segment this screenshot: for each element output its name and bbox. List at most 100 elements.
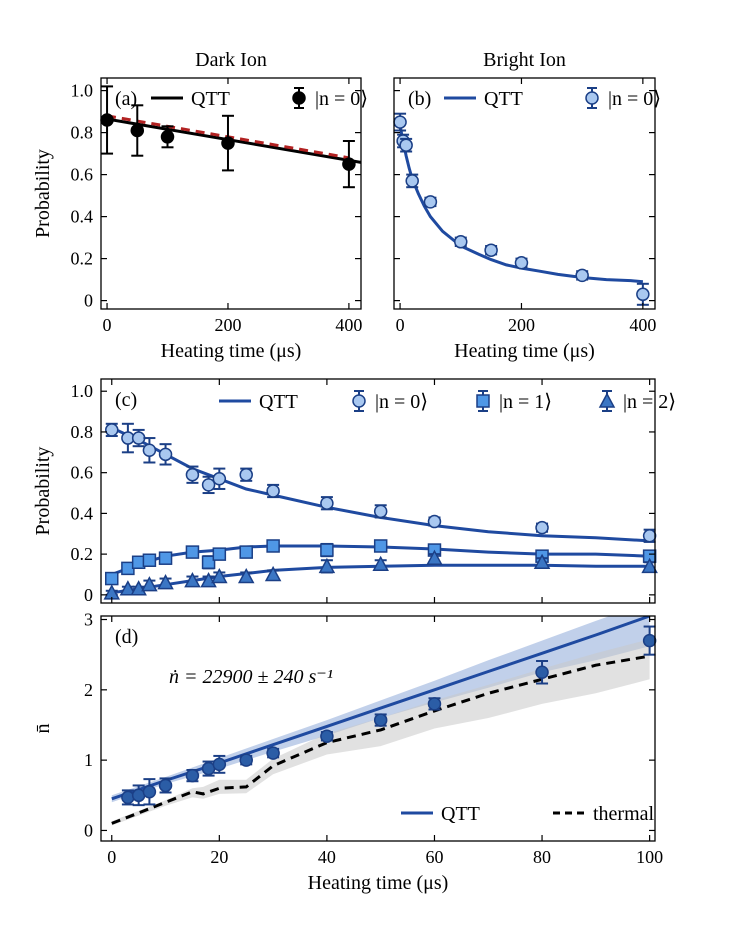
- legend-marker: [476, 394, 490, 408]
- data-point: [264, 565, 282, 582]
- y-tick-label: 0.6: [71, 165, 94, 185]
- axes-frame: [393, 77, 656, 310]
- data-point: [239, 545, 253, 559]
- y-tick-label: 2: [84, 680, 93, 700]
- legend-marker: [352, 394, 366, 408]
- y-tick-label: 0.4: [71, 207, 94, 227]
- data-point: [373, 504, 388, 519]
- data-point: [427, 514, 442, 529]
- legend-entry-label: QTT: [259, 391, 298, 413]
- x-tick-label: 400: [629, 315, 656, 335]
- legend-entry-label: QTT: [484, 88, 523, 110]
- data-point: [158, 778, 173, 793]
- legend-entry-label: thermal: [593, 803, 655, 825]
- data-point: [105, 423, 119, 437]
- data-point: [266, 539, 280, 553]
- x-tick-label: 100: [636, 847, 663, 867]
- data-point: [454, 235, 468, 249]
- x-tick-label: 200: [508, 315, 535, 335]
- data-point: [320, 543, 334, 557]
- y-tick-label: 0: [84, 820, 93, 840]
- panel-label: (b): [408, 88, 431, 110]
- y-tick-label: 1.0: [71, 81, 94, 101]
- data-point: [184, 572, 201, 588]
- data-point: [157, 574, 174, 590]
- dashed-line-1: [111, 654, 650, 825]
- panel-c-fock-populations: 0 0.2 0.4 0.6 0.8 1.0 Probability (c) QTT |n = 0⟩…: [32, 378, 676, 605]
- x-tick-label: 0: [396, 315, 405, 335]
- y-tick-label: 0.6: [71, 463, 94, 483]
- data-point: [201, 478, 216, 492]
- legend-entry-label: QTT: [191, 88, 230, 110]
- data-point: [119, 580, 137, 596]
- legend-entry-label: |n = 0⟩: [315, 88, 368, 110]
- curve-line-0: [111, 616, 651, 801]
- legend-entry-label: |n = 2⟩: [623, 391, 676, 413]
- axes-frame: [100, 378, 656, 604]
- x-tick-label: 400: [335, 315, 362, 335]
- data-point: [212, 472, 227, 486]
- legend-entry-label: |n = 0⟩: [608, 88, 661, 110]
- data-point: [642, 529, 657, 543]
- data-point: [266, 484, 280, 498]
- panel-label: (d): [115, 626, 138, 648]
- x-tick-label: 20: [210, 847, 228, 867]
- data-point: [130, 123, 145, 138]
- data-point: [201, 555, 216, 570]
- data-point: [575, 268, 589, 283]
- y-axis-label: Probability: [32, 447, 54, 536]
- legend-marker: [585, 91, 599, 105]
- data-point: [405, 174, 419, 188]
- x-axis-label: Heating time (μs): [454, 340, 595, 362]
- y-tick-label: 0.2: [71, 249, 94, 269]
- data-point: [158, 447, 173, 462]
- x-tick-label: 200: [214, 315, 241, 335]
- panel-a-dark-ion: 0 200 400 0 0.2 0.4 0.6 0.8 1.0 Dark Ion Heating t…: [32, 49, 368, 362]
- data-point: [141, 576, 158, 592]
- panel-d-mean-phonon-number: 0 20 40 60 80 100 0 1 2 3 Heating time (μs) n̄ (d) ṅ…: [32, 610, 663, 894]
- y-tick-label: 0.4: [71, 503, 94, 523]
- data-point: [237, 567, 255, 584]
- x-axis-label: Heating time (μs): [308, 872, 449, 894]
- y-axis-label: Probability: [32, 149, 54, 238]
- y-tick-label: 0: [84, 585, 93, 605]
- curve-line-0: [111, 426, 650, 543]
- panel-label: (a): [115, 88, 137, 110]
- data-point: [642, 633, 657, 648]
- data-point: [533, 553, 551, 570]
- y-tick-label: 1.0: [71, 381, 94, 401]
- data-point: [514, 256, 529, 270]
- data-point: [185, 545, 200, 559]
- data-point: [221, 136, 235, 150]
- y-axis-label: n̄: [32, 724, 54, 734]
- data-point: [399, 138, 413, 152]
- data-point: [160, 130, 175, 144]
- data-point: [185, 467, 200, 482]
- data-point: [484, 243, 498, 257]
- data-point: [185, 768, 200, 783]
- data-point: [212, 547, 227, 561]
- data-point: [239, 753, 253, 767]
- data-point: [200, 572, 217, 588]
- data-point: [393, 115, 407, 129]
- data-point: [373, 539, 388, 553]
- legend-entry-label: QTT: [441, 803, 480, 825]
- data-point: [373, 713, 388, 727]
- panel-title: Dark Ion: [195, 49, 267, 71]
- data-point: [318, 557, 336, 574]
- rate-annotation: ṅ = 22900 ± 240 s⁻¹: [169, 666, 333, 688]
- data-point: [212, 757, 227, 772]
- x-tick-label: 80: [533, 847, 551, 867]
- data-point: [426, 549, 443, 565]
- y-tick-label: 1: [84, 750, 93, 770]
- data-point: [105, 571, 119, 586]
- x-tick-label: 0: [103, 315, 112, 335]
- data-point: [641, 557, 658, 574]
- data-point: [130, 580, 147, 596]
- y-tick-label: 3: [84, 610, 93, 630]
- data-point: [100, 113, 114, 127]
- x-tick-label: 40: [318, 847, 336, 867]
- legend-marker: [292, 91, 306, 105]
- y-tick-label: 0.8: [71, 422, 94, 442]
